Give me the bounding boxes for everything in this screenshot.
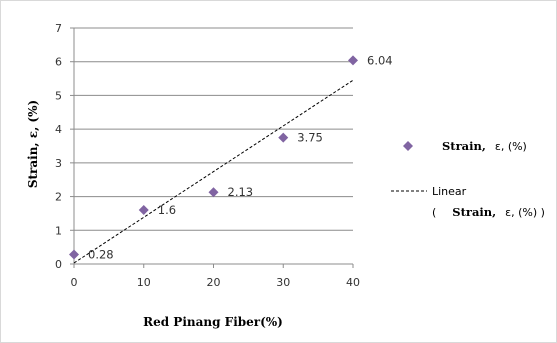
data-label-3: 3.75 — [297, 131, 323, 145]
trendline-layer — [73, 79, 354, 264]
data-label-4: 6.04 — [367, 53, 393, 67]
y-tick-label-4: 4 — [55, 123, 62, 136]
data-point-4 — [348, 55, 358, 66]
legend-series-label: Strain, ε, (%) — [442, 137, 527, 154]
legend-trend-series: ( Strain, ε, (%) ) — [432, 203, 545, 220]
y-tick-label-0: 0 — [55, 258, 62, 271]
y-axis-title: Strain, ε, (%) — [26, 100, 40, 188]
legend-trend-rest: ε, (%) ) — [505, 206, 545, 219]
data-label-1: 1.6 — [158, 203, 176, 217]
legend-diamond-marker — [403, 141, 413, 151]
x-tick-label-1: 10 — [137, 276, 151, 289]
data-point-3 — [278, 132, 289, 143]
y-tick-label-2: 2 — [55, 191, 62, 204]
data-point-0 — [69, 249, 79, 260]
legend-trend-bold: Strain, — [452, 205, 496, 219]
y-tick-labels: 0 1 2 3 4 5 6 7 — [55, 22, 62, 271]
gridlines — [74, 27, 353, 231]
legend: Strain, ε, (%) Linear ( Strain, ε, (%) ) — [391, 137, 545, 220]
y-tick-label-1: 1 — [55, 224, 62, 237]
x-axis-title: Red Pinang Fiber(%) — [143, 315, 283, 329]
y-tick-label-3: 3 — [55, 157, 62, 170]
data-points — [69, 55, 358, 260]
legend-series-bold: Strain, — [442, 139, 486, 153]
data-point-1 — [138, 205, 149, 216]
legend-trend-label: Linear — [432, 185, 467, 198]
x-tick-label-4: 40 — [346, 276, 360, 289]
axes — [70, 27, 354, 268]
data-label-2: 2.13 — [228, 185, 254, 199]
x-tick-label-2: 20 — [207, 276, 221, 289]
trendline — [73, 79, 354, 264]
legend-series-rest: ε, (%) — [495, 140, 527, 153]
data-labels: 0.28 1.6 2.13 3.75 6.04 — [88, 53, 393, 261]
legend-trend-open: ( — [432, 206, 436, 219]
y-tick-label-7: 7 — [55, 22, 62, 35]
x-tick-label-0: 0 — [71, 276, 78, 289]
data-point-2 — [208, 187, 219, 198]
x-tick-label-3: 30 — [276, 276, 290, 289]
x-tick-labels: 0 10 20 30 40 — [71, 276, 361, 289]
data-label-0: 0.28 — [88, 248, 114, 262]
y-tick-label-6: 6 — [55, 56, 62, 69]
y-tick-label-5: 5 — [55, 89, 62, 102]
